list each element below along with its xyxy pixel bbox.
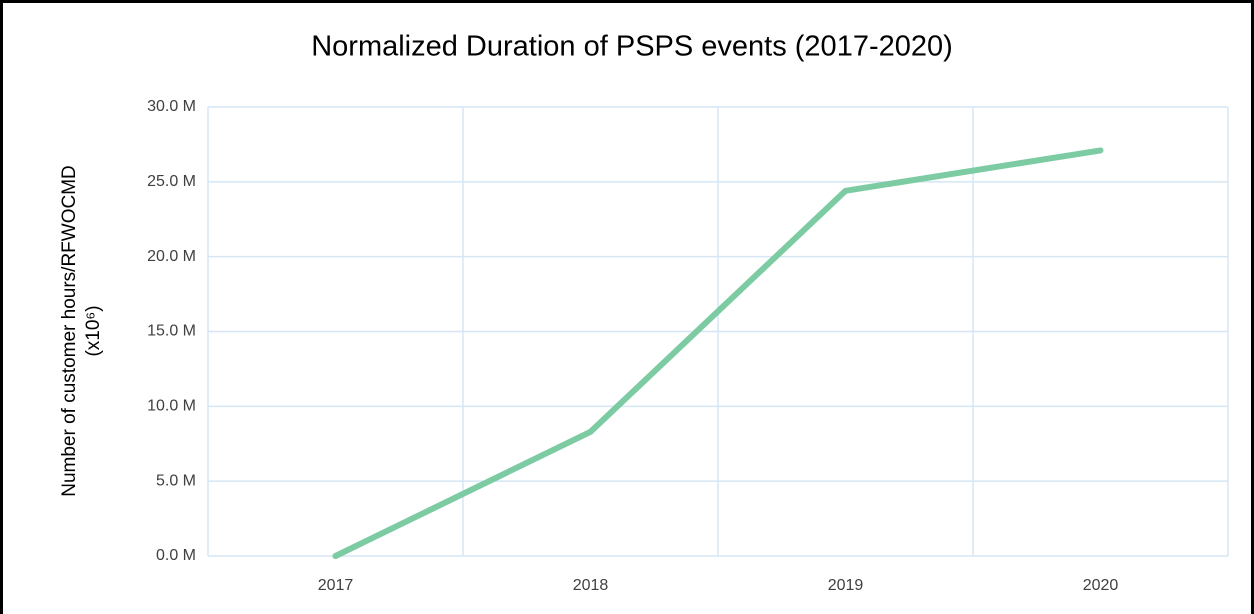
line — [332, 147, 1104, 559]
y-tick-label: 10.0 M — [147, 398, 196, 415]
y-tick-label: 15.0 M — [147, 323, 196, 340]
x-tick-label: 2017 — [318, 577, 354, 594]
x-tick-label: 2018 — [573, 577, 609, 594]
chart-title: Normalized Duration of PSPS events (2017… — [311, 31, 953, 63]
y-tick-label: 20.0 M — [147, 248, 196, 265]
y-axis-title: Number of customer hours/RFWOCMD — [59, 165, 80, 497]
y-tick-label: 5.0 M — [156, 472, 196, 489]
x-tick-label: 2019 — [828, 577, 864, 594]
y-tick-label: 25.0 M — [147, 173, 196, 190]
y-tick-label: 0.0 M — [156, 547, 196, 564]
y-axis-title: (x10⁶) — [83, 305, 104, 356]
y-tick-label: 30.0 M — [147, 98, 196, 115]
x-tick-label: 2020 — [1083, 577, 1119, 594]
